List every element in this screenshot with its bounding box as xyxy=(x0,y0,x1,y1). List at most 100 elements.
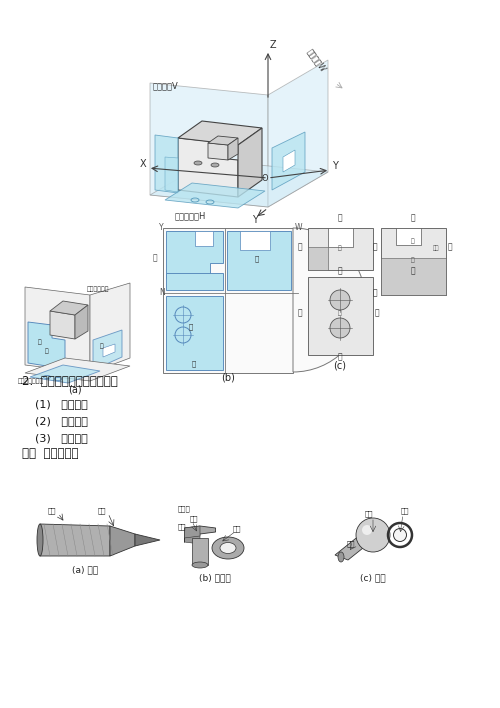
Text: O: O xyxy=(262,174,268,183)
Text: 圆锥: 圆锥 xyxy=(48,507,56,513)
Text: 前: 前 xyxy=(448,242,452,251)
Polygon shape xyxy=(166,296,223,370)
Circle shape xyxy=(362,525,372,535)
Text: 高: 高 xyxy=(189,323,193,330)
Text: 左: 左 xyxy=(373,242,378,251)
Polygon shape xyxy=(192,538,208,565)
Text: 2.  三视图的关系及投影规律: 2. 三视图的关系及投影规律 xyxy=(22,375,118,388)
Text: 左: 左 xyxy=(298,242,302,251)
Polygon shape xyxy=(103,344,115,357)
Polygon shape xyxy=(30,365,100,383)
Polygon shape xyxy=(93,330,122,370)
Text: N: N xyxy=(159,288,165,297)
Polygon shape xyxy=(308,277,373,355)
Ellipse shape xyxy=(192,562,208,568)
Polygon shape xyxy=(178,121,262,145)
Ellipse shape xyxy=(220,542,236,554)
Text: (a) 顶尖: (a) 顶尖 xyxy=(72,565,98,574)
Text: Y: Y xyxy=(252,215,258,225)
Polygon shape xyxy=(166,231,223,278)
Text: 高: 高 xyxy=(411,239,415,244)
Text: 六棱柱: 六棱柱 xyxy=(178,505,191,512)
Polygon shape xyxy=(184,526,200,538)
Text: 下: 下 xyxy=(410,266,416,275)
Circle shape xyxy=(330,318,350,338)
Circle shape xyxy=(330,290,350,310)
Text: Z: Z xyxy=(270,40,276,50)
Text: (3)   方位关系: (3) 方位关系 xyxy=(35,433,88,443)
Polygon shape xyxy=(40,524,110,556)
Polygon shape xyxy=(308,228,373,270)
Polygon shape xyxy=(50,301,88,315)
Text: Y: Y xyxy=(332,161,338,171)
Polygon shape xyxy=(166,273,223,290)
Polygon shape xyxy=(283,150,295,172)
Text: 前: 前 xyxy=(338,352,342,361)
Text: (1)   位置关系: (1) 位置关系 xyxy=(35,399,88,409)
Bar xyxy=(163,228,293,373)
Polygon shape xyxy=(308,247,328,270)
Polygon shape xyxy=(240,231,270,250)
Text: (b): (b) xyxy=(221,373,235,383)
Polygon shape xyxy=(328,228,353,247)
Text: (c) 手柄: (c) 手柄 xyxy=(360,573,386,582)
Text: 左: 左 xyxy=(298,308,302,317)
Text: 长: 长 xyxy=(192,360,196,367)
Text: 后: 后 xyxy=(373,288,378,297)
Polygon shape xyxy=(25,358,130,381)
Polygon shape xyxy=(184,532,200,544)
Circle shape xyxy=(356,518,390,552)
Text: 长: 长 xyxy=(45,348,49,354)
Polygon shape xyxy=(381,228,446,295)
Text: 圆柱: 圆柱 xyxy=(233,525,241,532)
Polygon shape xyxy=(272,132,305,190)
Text: 长: 长 xyxy=(338,246,342,251)
Ellipse shape xyxy=(37,524,43,556)
Ellipse shape xyxy=(394,528,406,542)
Polygon shape xyxy=(25,287,90,373)
Polygon shape xyxy=(208,143,228,160)
Text: 宽: 宽 xyxy=(255,255,259,262)
Wedge shape xyxy=(293,228,365,372)
Text: 侧面向右旋转: 侧面向右旋转 xyxy=(87,287,110,292)
Polygon shape xyxy=(150,83,268,207)
Polygon shape xyxy=(135,534,160,546)
Text: 圆柱: 圆柱 xyxy=(347,540,356,547)
Polygon shape xyxy=(208,136,238,145)
Text: 高: 高 xyxy=(38,339,42,345)
Text: (2)   投影关系: (2) 投影关系 xyxy=(35,416,88,426)
Polygon shape xyxy=(396,228,421,245)
Polygon shape xyxy=(228,138,238,160)
Text: (c): (c) xyxy=(334,360,346,370)
Text: 侧投影面W: 侧投影面W xyxy=(305,47,328,74)
Ellipse shape xyxy=(212,537,244,559)
Text: 圆台: 圆台 xyxy=(98,507,106,513)
Polygon shape xyxy=(90,283,130,373)
Polygon shape xyxy=(184,526,216,534)
Polygon shape xyxy=(28,322,65,369)
Text: W: W xyxy=(295,223,302,232)
Polygon shape xyxy=(381,258,446,295)
Text: 上: 上 xyxy=(338,213,342,222)
Text: 正投影面V: 正投影面V xyxy=(153,81,179,90)
Ellipse shape xyxy=(338,552,344,562)
Polygon shape xyxy=(75,305,88,339)
Text: 宽: 宽 xyxy=(100,343,104,349)
Polygon shape xyxy=(165,183,265,208)
Text: 右: 右 xyxy=(375,308,380,317)
Text: 右后: 右后 xyxy=(433,246,440,251)
Text: 水平投影面H: 水平投影面H xyxy=(175,211,206,220)
Text: 三、  基本几何体: 三、 基本几何体 xyxy=(22,447,78,460)
Text: 圆环: 圆环 xyxy=(401,507,409,513)
Text: 宽: 宽 xyxy=(411,258,415,263)
Ellipse shape xyxy=(194,161,202,165)
Text: 长: 长 xyxy=(338,310,342,316)
Polygon shape xyxy=(335,535,373,560)
Polygon shape xyxy=(238,128,262,197)
Polygon shape xyxy=(150,160,328,207)
Text: (b) 螺栓坏: (b) 螺栓坏 xyxy=(199,573,231,582)
Polygon shape xyxy=(195,231,213,246)
Polygon shape xyxy=(155,135,178,193)
Polygon shape xyxy=(165,157,178,192)
Text: 圆台: 圆台 xyxy=(178,523,186,530)
